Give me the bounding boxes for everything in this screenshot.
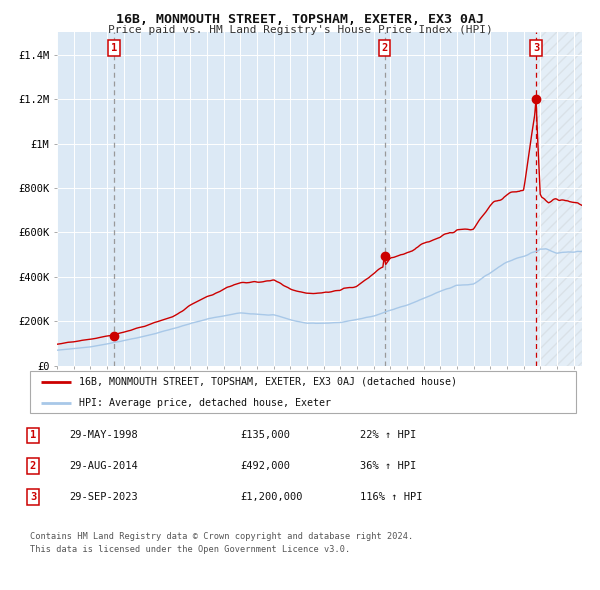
Text: 2: 2: [382, 43, 388, 53]
Bar: [536, 32, 582, 366]
Text: 3: 3: [533, 43, 539, 53]
Text: 22% ↑ HPI: 22% ↑ HPI: [360, 431, 416, 440]
Text: Contains HM Land Registry data © Crown copyright and database right 2024.
This d: Contains HM Land Registry data © Crown c…: [30, 532, 413, 553]
Text: Price paid vs. HM Land Registry's House Price Index (HPI): Price paid vs. HM Land Registry's House …: [107, 25, 493, 35]
Text: 1: 1: [30, 431, 36, 440]
Text: 2: 2: [30, 461, 36, 471]
Text: 16B, MONMOUTH STREET, TOPSHAM, EXETER, EX3 0AJ: 16B, MONMOUTH STREET, TOPSHAM, EXETER, E…: [116, 13, 484, 26]
Text: 36% ↑ HPI: 36% ↑ HPI: [360, 461, 416, 471]
Text: £1,200,000: £1,200,000: [240, 492, 302, 502]
Text: £135,000: £135,000: [240, 431, 290, 440]
Text: £492,000: £492,000: [240, 461, 290, 471]
Text: 1: 1: [111, 43, 117, 53]
FancyBboxPatch shape: [30, 371, 576, 413]
Text: 29-MAY-1998: 29-MAY-1998: [69, 431, 138, 440]
Text: 16B, MONMOUTH STREET, TOPSHAM, EXETER, EX3 0AJ (detached house): 16B, MONMOUTH STREET, TOPSHAM, EXETER, E…: [79, 376, 457, 386]
Bar: [536, 32, 582, 366]
Text: 29-SEP-2023: 29-SEP-2023: [69, 492, 138, 502]
Text: 116% ↑ HPI: 116% ↑ HPI: [360, 492, 422, 502]
Text: 3: 3: [30, 492, 36, 502]
Text: 29-AUG-2014: 29-AUG-2014: [69, 461, 138, 471]
Text: HPI: Average price, detached house, Exeter: HPI: Average price, detached house, Exet…: [79, 398, 331, 408]
